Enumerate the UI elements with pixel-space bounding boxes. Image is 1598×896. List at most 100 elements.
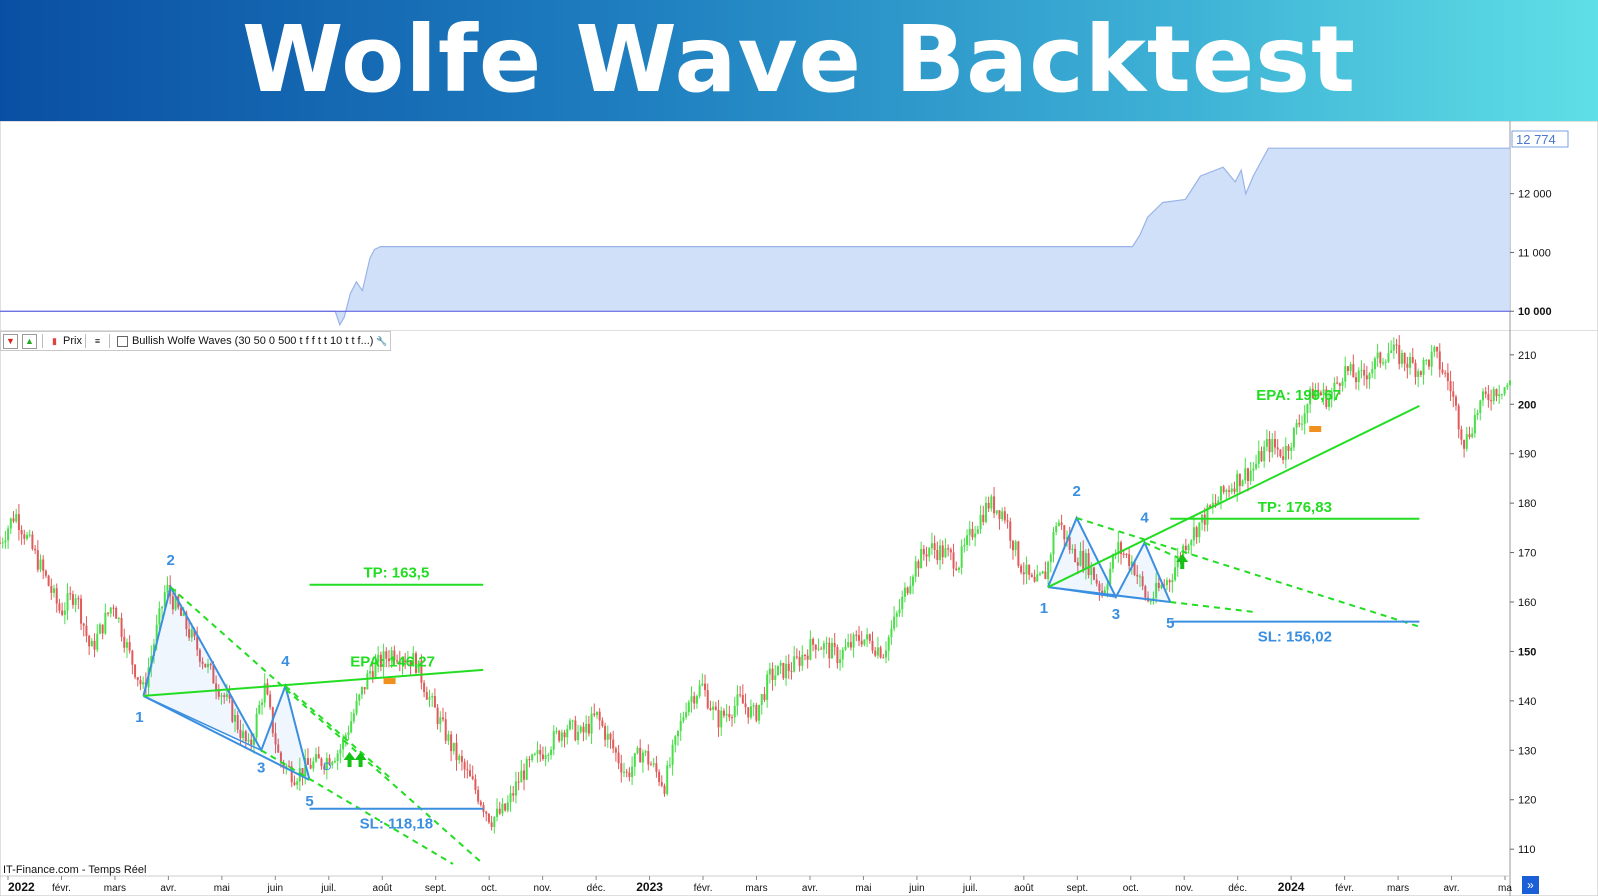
time-tick-label: mars xyxy=(104,883,126,894)
candle-body xyxy=(995,510,998,514)
indicator-label[interactable]: Bullish Wolfe Waves (30 50 0 500 t f f t… xyxy=(131,335,374,347)
candle-body xyxy=(82,623,85,626)
sl-label: SL: 156,02 xyxy=(1258,629,1332,646)
candle-body xyxy=(544,755,547,760)
candle-body xyxy=(1060,522,1063,526)
candle-body xyxy=(936,549,939,561)
candle-body xyxy=(1238,473,1241,486)
candle-body xyxy=(787,663,790,671)
candle-body xyxy=(374,662,377,679)
candle-body xyxy=(366,673,369,690)
candle-body xyxy=(601,720,604,726)
candle-body xyxy=(1011,540,1014,551)
wave-point-label: 1 xyxy=(1040,600,1048,617)
candle-body xyxy=(452,742,455,752)
candle-body xyxy=(803,654,806,656)
candle-body xyxy=(903,587,906,597)
candle-body xyxy=(895,613,898,617)
bar-chart-icon[interactable]: ▮ xyxy=(52,335,57,346)
sell-arrow-icon[interactable]: ▼ xyxy=(3,333,18,349)
candle-body xyxy=(1287,445,1290,451)
equity-tick-label: 12 000 xyxy=(1518,189,1552,201)
wrench-icon[interactable]: 🔧 xyxy=(376,335,388,346)
candle-body xyxy=(1433,346,1436,352)
candle-body xyxy=(639,747,642,763)
candle-body xyxy=(53,588,56,593)
candle-body xyxy=(1473,414,1476,434)
candle-body xyxy=(120,617,123,637)
candle-body xyxy=(839,659,842,663)
candle-body xyxy=(550,749,553,755)
candle-body xyxy=(1365,375,1368,380)
candle-body xyxy=(1219,486,1222,501)
candle-body xyxy=(747,707,750,718)
candle-body xyxy=(333,761,336,763)
candle-body xyxy=(1052,531,1055,555)
candle-body xyxy=(909,585,912,594)
candle-body xyxy=(714,706,717,710)
candle-body xyxy=(1,542,4,544)
time-tick-label: oct. xyxy=(1123,883,1139,894)
candle-body xyxy=(968,528,971,536)
price-tick-label: 130 xyxy=(1518,745,1536,757)
candle-body xyxy=(1349,364,1352,371)
candle-body xyxy=(50,585,53,593)
candle-body xyxy=(1376,352,1379,359)
candle-body xyxy=(458,756,461,761)
epa-line xyxy=(1047,404,1420,589)
candle-body xyxy=(957,567,960,570)
list-icon[interactable]: ≡ xyxy=(94,335,101,346)
candle-body xyxy=(223,695,226,698)
candle-body xyxy=(595,711,598,716)
candle-body xyxy=(868,634,871,641)
candle-body xyxy=(812,638,815,645)
candle-body xyxy=(1328,399,1331,408)
candle-body xyxy=(198,649,201,662)
candle-body xyxy=(234,715,237,722)
candle-body xyxy=(577,731,580,741)
candle-body xyxy=(1487,394,1490,401)
candle-body xyxy=(763,694,766,700)
wave-point-label: 3 xyxy=(257,759,265,776)
candle-body xyxy=(901,596,904,610)
buy-arrow-icon[interactable]: ▲ xyxy=(22,333,37,349)
candle-body xyxy=(17,514,20,531)
candle-body xyxy=(1319,392,1322,396)
time-tick-label: juin xyxy=(267,883,284,894)
candle-body xyxy=(166,584,169,593)
candle-body xyxy=(660,782,663,786)
candle-body xyxy=(930,543,933,549)
candle-body xyxy=(1044,571,1047,580)
indicator-checkbox[interactable] xyxy=(116,335,128,347)
candle-body xyxy=(785,663,788,679)
candle-body xyxy=(822,643,825,650)
candle-body xyxy=(1314,389,1317,399)
candle-body xyxy=(1414,362,1417,377)
candle-body xyxy=(117,617,120,619)
candle-body xyxy=(833,642,836,648)
candle-body xyxy=(28,534,31,536)
price-label[interactable]: Prix xyxy=(63,335,82,347)
candle-body xyxy=(677,730,680,737)
wave-point-label: 5 xyxy=(1166,615,1174,632)
candle-body xyxy=(782,662,785,679)
candle-body xyxy=(1120,542,1123,554)
double-chevron-right-icon[interactable]: » xyxy=(1522,876,1539,894)
candle-body xyxy=(420,660,423,683)
candle-body xyxy=(725,713,728,716)
candle-body xyxy=(139,679,142,685)
candle-body xyxy=(1225,490,1228,493)
candle-body xyxy=(749,706,752,718)
candle-body xyxy=(1149,601,1152,603)
candle-body xyxy=(647,751,650,765)
candle-body xyxy=(358,694,361,701)
equity-last-value: 12 774 xyxy=(1516,132,1556,147)
candle-body xyxy=(1379,352,1382,364)
candle-body xyxy=(396,660,399,662)
candle-body xyxy=(509,793,512,803)
candle-body xyxy=(698,685,701,697)
candle-body xyxy=(1500,394,1503,396)
candle-body xyxy=(655,763,658,772)
candle-body xyxy=(188,629,191,638)
data-source-label: IT-Finance.com - Temps Réel xyxy=(3,864,147,876)
